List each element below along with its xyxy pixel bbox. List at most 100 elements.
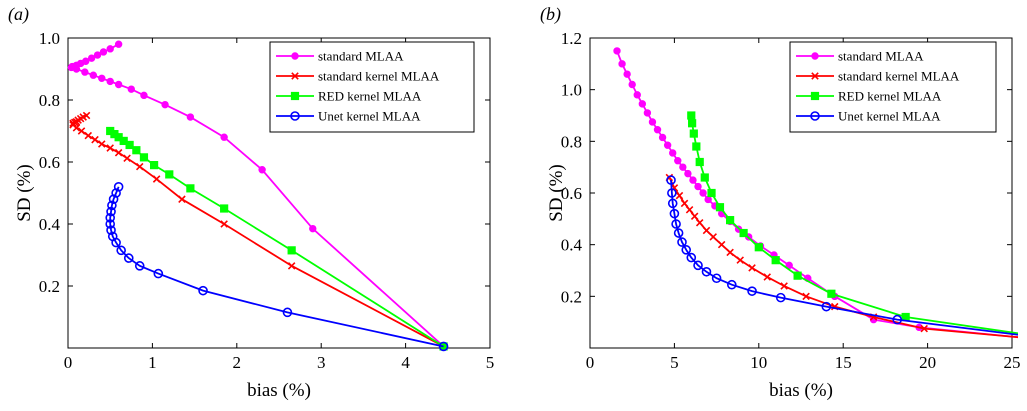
data-point (658, 133, 667, 142)
data-point (107, 200, 117, 211)
y-tick-label: 1.0 (561, 81, 582, 100)
legend-entry: RED kernel MLAA (318, 89, 422, 104)
data-point (132, 146, 141, 155)
data-point (704, 195, 712, 204)
data-point (125, 140, 134, 150)
data-point (127, 85, 136, 93)
data-point (99, 48, 108, 56)
data-point (648, 118, 657, 126)
data-point (220, 204, 229, 213)
data-point (702, 226, 711, 235)
data-point (726, 248, 734, 257)
data-point (692, 142, 701, 151)
chart-panel-b: (b) 0 5 10 15 20 25 0.2 0.4 0.6 0.8 1.0 1.2 bias (%) S… (540, 4, 1021, 401)
legend-entry: standard MLAA (838, 49, 924, 64)
x-tick-label: 0 (64, 353, 73, 372)
data-point (309, 224, 317, 233)
data-point (287, 246, 296, 255)
data-point (892, 314, 903, 325)
legend-entry: Unet kernel MLAA (318, 109, 421, 124)
panel-label: (a) (8, 4, 29, 25)
legend-marker (810, 111, 820, 121)
legend-entry: RED kernel MLAA (838, 89, 942, 104)
data-point (114, 40, 123, 48)
data-point (669, 208, 680, 219)
data-point (793, 271, 802, 280)
y-axis-label: SD (%) (14, 164, 35, 222)
data-point (780, 282, 788, 290)
data-point (111, 188, 121, 198)
data-point (72, 65, 81, 73)
series-line (670, 180, 1018, 336)
legend-entry: Unet kernel MLAA (838, 109, 941, 124)
data-point (699, 189, 707, 197)
x-tick-label: 15 (835, 353, 852, 372)
data-point (739, 228, 748, 238)
x-tick-label: 3 (317, 353, 326, 372)
data-point (802, 292, 810, 301)
data-point (686, 252, 697, 263)
y-tick-label: 0.8 (561, 132, 582, 151)
legend-entry: standard kernel MLAA (838, 69, 960, 84)
data-point (663, 141, 672, 149)
data-point (220, 220, 228, 228)
data-point (736, 256, 744, 264)
data-point (653, 126, 662, 134)
data-point (149, 161, 159, 170)
data-point (134, 261, 145, 271)
data-point (684, 169, 692, 178)
data-point (693, 260, 703, 271)
legend-entry: standard kernel MLAA (318, 69, 440, 84)
data-point (701, 266, 712, 277)
data-point (97, 140, 106, 148)
data-point (139, 153, 149, 162)
data-point (700, 173, 709, 182)
data-point (77, 127, 86, 135)
data-point (674, 157, 682, 165)
data-point (613, 47, 621, 55)
data-point (165, 170, 174, 179)
x-axis-label: bias (%) (247, 380, 311, 401)
x-tick-label: 2 (233, 353, 242, 372)
data-point (438, 341, 449, 352)
data-point (186, 113, 195, 121)
data-point (220, 133, 228, 141)
data-point (106, 45, 114, 53)
data-point (667, 198, 678, 209)
data-point (287, 262, 296, 270)
legend-marker (810, 91, 820, 101)
data-point (695, 157, 704, 167)
data-point (116, 245, 126, 256)
y-tick-label: 1.0 (39, 29, 60, 48)
data-point (643, 109, 652, 117)
data-point (258, 166, 266, 174)
data-point (763, 273, 772, 281)
data-point (114, 148, 123, 157)
legend-box (789, 41, 997, 133)
data-point (726, 279, 737, 290)
data-point (821, 301, 832, 312)
data-point (282, 307, 293, 318)
legend: standard MLAA standard kernel MLAA RED ker… (789, 41, 997, 133)
series-standard-kernel-mlaa (665, 173, 1018, 339)
y-tick-label: 0.6 (39, 153, 60, 172)
data-point (135, 162, 144, 171)
data-point (695, 218, 704, 227)
series-line (668, 177, 1018, 339)
data-point (87, 54, 96, 62)
data-point (161, 100, 169, 109)
x-tick-label: 25 (1004, 353, 1021, 372)
data-point (106, 77, 114, 86)
data-point (140, 91, 148, 100)
data-point (105, 213, 115, 223)
legend-marker (291, 72, 299, 80)
y-tick-label: 1.2 (561, 29, 582, 48)
x-tick-label: 1 (148, 353, 157, 372)
data-point (747, 286, 757, 296)
data-point (679, 163, 687, 171)
data-point (153, 268, 164, 279)
data-point (98, 74, 106, 83)
data-point (106, 206, 116, 217)
series-line (109, 130, 445, 348)
data-point (108, 194, 119, 204)
